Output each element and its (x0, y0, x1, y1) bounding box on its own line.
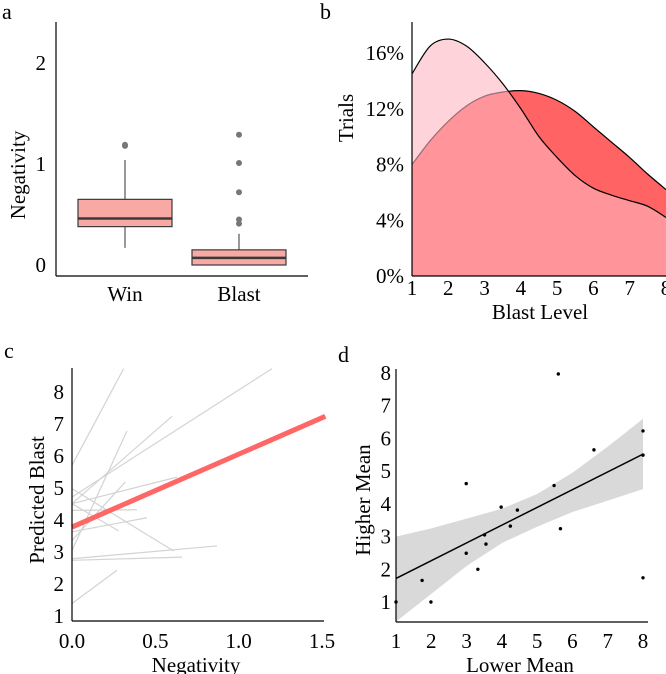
panel-b-ytick: 4% (376, 208, 404, 232)
panel-label-d: d (338, 342, 349, 367)
panel-c-ytick: 5 (54, 476, 65, 500)
panel-c-ytick: 3 (54, 540, 65, 564)
panel-d-ytick: 7 (381, 394, 392, 418)
data-point (515, 508, 520, 512)
data-point (641, 429, 645, 433)
panel-b-xtick: 4 (516, 276, 527, 300)
box-blast-outlier (236, 159, 242, 166)
data-point (556, 372, 561, 376)
data-point (508, 524, 513, 528)
panel-label-a: a (2, 0, 12, 24)
panel-c-ytick: 4 (54, 508, 65, 532)
panel-c-ylabel: Predicted Blast (25, 436, 49, 564)
panel-d-ytick: 5 (381, 459, 392, 483)
data-point (641, 453, 645, 457)
panel-d-ytick: 4 (381, 492, 392, 516)
overall-fit-line (70, 414, 327, 530)
individual-fit-line (71, 481, 126, 541)
panel-d-xtick: 8 (638, 629, 649, 653)
data-point (552, 483, 556, 488)
panel-a-ytick: 1 (36, 152, 47, 176)
panel-label-b: b (320, 0, 331, 24)
box-blast-outlier (236, 189, 242, 196)
panel-b-xtick: 8 (661, 276, 666, 300)
panel-d-xtick: 5 (532, 629, 543, 653)
data-point (464, 551, 468, 555)
regression-line (395, 453, 644, 580)
panel-a-xtick: Blast (217, 282, 260, 306)
panel-c-xtick: 0.0 (59, 629, 85, 653)
panel-d-xtick: 2 (426, 629, 437, 653)
panel-a-ytick: 2 (36, 51, 47, 75)
individual-fit-line (71, 517, 148, 533)
panel-c-xtick: 0.5 (142, 629, 168, 653)
data-point (464, 481, 468, 486)
panel-d-xtick: 4 (497, 629, 508, 653)
data-point (484, 542, 488, 546)
panel-d-ylabel: Higher Mean (351, 444, 375, 556)
panel-d-ytick: 1 (381, 590, 392, 614)
individual-fit-line (71, 556, 183, 561)
panel-d-ytick: 6 (381, 426, 392, 450)
data-point (592, 448, 596, 452)
series-light-area (412, 39, 666, 276)
data-point (420, 578, 424, 583)
box-win (77, 198, 173, 228)
data-point (429, 600, 433, 604)
data-point (476, 567, 480, 571)
data-point (499, 505, 503, 509)
box-blast-outlier (236, 131, 242, 138)
panel-b-xtick: 7 (624, 276, 635, 300)
panel-b-ytick: 8% (376, 153, 404, 177)
individual-fit-line (71, 415, 173, 505)
individual-fit-line (71, 368, 125, 466)
panel-label-c: c (4, 338, 14, 363)
panel-a-ylabel: Negativity (6, 130, 30, 219)
panel-d-ytick: 3 (381, 525, 392, 549)
panel-b-ytick: 16% (366, 41, 405, 65)
series-light-line (411, 38, 666, 218)
panel-d-xtick: 3 (461, 629, 472, 653)
panel-d-ytick: 8 (381, 361, 392, 385)
panel-d-xtick: 7 (602, 629, 613, 653)
individual-fit-line (71, 368, 273, 498)
box-blast-outlier (236, 220, 242, 227)
panel-c-ytick: 1 (54, 604, 65, 628)
data-point (641, 576, 645, 580)
panel-b-xlabel: Blast Level (492, 300, 588, 324)
confidence-band (396, 418, 643, 622)
individual-fit-line (71, 476, 178, 505)
panel-c-xtick: 1.5 (309, 629, 335, 653)
panel-b-ylabel: Trials (334, 94, 358, 142)
panel-d-xlabel: Lower Mean (466, 653, 574, 674)
individual-fit-line (71, 509, 138, 511)
panel-c-xtick: 1.0 (226, 629, 252, 653)
panel-c-xlabel: Negativity (152, 653, 241, 674)
panel-c-ytick: 2 (54, 572, 65, 596)
panel-b-xtick: 3 (479, 276, 490, 300)
panel-c-ytick: 8 (54, 380, 65, 404)
panel-a-ytick: 0 (36, 253, 47, 277)
box-win-outlier (122, 141, 128, 148)
panel-b-xtick: 2 (443, 276, 454, 300)
panel-b-xtick: 6 (588, 276, 599, 300)
individual-fit-line (71, 545, 218, 560)
panel-d-ytick: 2 (381, 557, 392, 581)
panel-d-xtick: 1 (391, 629, 402, 653)
individual-fit-line (71, 569, 118, 605)
panel-b-ytick: 0% (376, 264, 404, 288)
panel-c-ytick: 7 (54, 412, 65, 436)
data-point (482, 533, 487, 537)
panel-a-xtick: Win (107, 282, 143, 306)
panel-d-xtick: 6 (567, 629, 578, 653)
panel-c-ytick: 6 (54, 444, 65, 468)
panel-b-ytick: 12% (366, 97, 405, 121)
data-point (558, 527, 563, 531)
panel-b-xtick: 5 (552, 276, 563, 300)
panel-b-xtick: 1 (407, 276, 418, 300)
